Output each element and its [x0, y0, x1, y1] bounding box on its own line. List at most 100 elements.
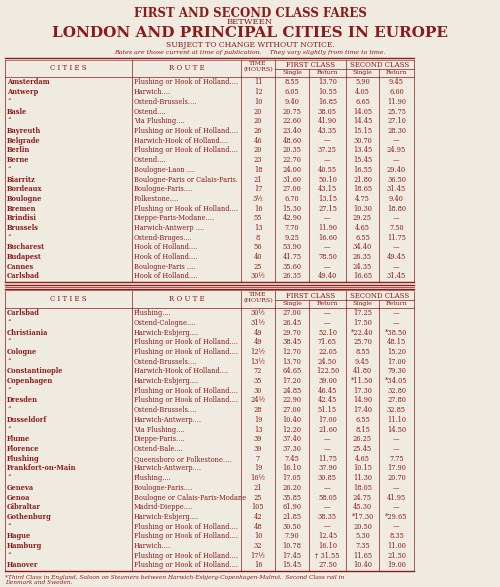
Text: Brindisi: Brindisi [7, 214, 37, 222]
Text: 16.10: 16.10 [318, 542, 337, 550]
Text: 37.25: 37.25 [318, 146, 337, 154]
Text: Via Flushing....: Via Flushing.... [134, 117, 184, 125]
Text: “: “ [7, 234, 10, 242]
Text: 18.80: 18.80 [387, 205, 406, 212]
Text: 11.65: 11.65 [353, 552, 372, 559]
Text: Via Flushing....: Via Flushing.... [134, 426, 184, 434]
Text: 9.40: 9.40 [389, 195, 404, 203]
Text: 15.30: 15.30 [282, 205, 302, 212]
Text: 27.00: 27.00 [282, 309, 302, 317]
Text: Flushing or Hook of Holland....: Flushing or Hook of Holland.... [134, 561, 238, 569]
Text: 25.75: 25.75 [387, 107, 406, 116]
Text: 24.75: 24.75 [353, 494, 372, 501]
Text: 22.70: 22.70 [282, 156, 302, 164]
Text: 22.05: 22.05 [318, 348, 337, 356]
Text: “: “ [7, 552, 10, 559]
Text: Amsterdam: Amsterdam [7, 79, 50, 86]
Text: 24.00: 24.00 [282, 166, 302, 174]
Text: TIME
(HOURS): TIME (HOURS) [243, 61, 273, 72]
Text: —: — [324, 137, 331, 145]
Text: 26.25: 26.25 [353, 436, 372, 443]
Text: FIRST CLASS: FIRST CLASS [286, 61, 335, 69]
Text: 46: 46 [254, 137, 262, 145]
Text: 13: 13 [254, 224, 262, 232]
Text: 79.30: 79.30 [387, 367, 406, 376]
Text: 5.90: 5.90 [355, 79, 370, 86]
Text: † 31.55: † 31.55 [316, 552, 340, 559]
Text: 39: 39 [254, 445, 262, 453]
Text: Belgrade: Belgrade [7, 137, 40, 145]
Text: 9.25: 9.25 [284, 234, 300, 242]
Text: Hook of Holland....: Hook of Holland.... [134, 253, 198, 261]
Text: 11.00: 11.00 [387, 542, 406, 550]
Text: —: — [324, 263, 331, 271]
Text: 49: 49 [254, 338, 262, 346]
Text: —: — [324, 436, 331, 443]
Text: 6.65: 6.65 [355, 98, 370, 106]
Text: 14.45: 14.45 [353, 117, 372, 125]
Text: 4.05: 4.05 [355, 88, 370, 96]
Text: FIRST CLASS: FIRST CLASS [286, 292, 335, 300]
Text: 16.85: 16.85 [318, 98, 337, 106]
Text: *38.50: *38.50 [386, 329, 407, 336]
Text: 42.45: 42.45 [318, 396, 337, 404]
Text: Hague: Hague [7, 532, 31, 540]
Text: 11: 11 [254, 79, 262, 86]
Text: Rates are those current at time of publication.    They vary slightly from time : Rates are those current at time of publi… [114, 50, 386, 55]
Text: —: — [393, 263, 400, 271]
Text: 16.55: 16.55 [353, 166, 372, 174]
Text: 15.15: 15.15 [353, 127, 372, 135]
Text: *17.30: *17.30 [352, 513, 374, 521]
Text: 14.05: 14.05 [353, 107, 372, 116]
Text: “: “ [7, 474, 10, 482]
Text: 15.45: 15.45 [282, 561, 302, 569]
Text: —: — [393, 484, 400, 492]
Text: 56: 56 [254, 244, 262, 251]
Text: Frankfort-on-Main: Frankfort-on-Main [7, 464, 76, 473]
Text: Geneva: Geneva [7, 484, 34, 492]
Text: Flushing: Flushing [7, 455, 40, 463]
Text: 12.45: 12.45 [318, 532, 337, 540]
Text: 32.80: 32.80 [387, 387, 406, 395]
Text: Dusseldorf: Dusseldorf [7, 416, 47, 424]
Text: 7.50: 7.50 [389, 224, 404, 232]
Text: —: — [324, 214, 331, 222]
Text: 24.50: 24.50 [318, 357, 337, 366]
Text: 41.75: 41.75 [282, 253, 302, 261]
Text: 23.40: 23.40 [282, 127, 302, 135]
Text: Ostend-Bruges....: Ostend-Bruges.... [134, 234, 193, 242]
Text: 50.10: 50.10 [318, 176, 337, 184]
Text: 32.85: 32.85 [387, 406, 406, 414]
Text: 38.45: 38.45 [282, 338, 302, 346]
Text: 31.45: 31.45 [387, 272, 406, 281]
Text: Hamburg: Hamburg [7, 542, 42, 550]
Text: 38.35: 38.35 [318, 513, 337, 521]
Text: —: — [393, 309, 400, 317]
Text: 41.90: 41.90 [318, 117, 337, 125]
Text: 17: 17 [254, 185, 262, 193]
Text: 25: 25 [254, 263, 262, 271]
Text: 10.78: 10.78 [282, 542, 302, 550]
Text: Flushing or Hook of Holland....: Flushing or Hook of Holland.... [134, 348, 238, 356]
Text: 20.70: 20.70 [387, 474, 406, 482]
Text: 4.65: 4.65 [355, 455, 370, 463]
Text: Ostend-Cologne....: Ostend-Cologne.... [134, 319, 196, 327]
Text: Cologne: Cologne [7, 348, 37, 356]
Text: 8.15: 8.15 [355, 426, 370, 434]
Text: Harwich-Hook of Holland....: Harwich-Hook of Holland.... [134, 137, 228, 145]
Text: 52.10: 52.10 [318, 329, 337, 336]
Text: 10.40: 10.40 [282, 416, 302, 424]
Text: Budapest: Budapest [7, 253, 42, 261]
Text: 17.20: 17.20 [282, 377, 302, 385]
Text: 48: 48 [254, 522, 262, 531]
Text: 20.50: 20.50 [353, 522, 372, 531]
Text: Return: Return [386, 70, 407, 75]
Text: 17.50: 17.50 [353, 319, 372, 327]
Text: —: — [324, 319, 331, 327]
Text: 42.90: 42.90 [282, 214, 302, 222]
Text: 10.40: 10.40 [353, 561, 372, 569]
Text: 25.70: 25.70 [353, 338, 372, 346]
Text: 37.90: 37.90 [318, 464, 337, 473]
Text: 11.30: 11.30 [353, 474, 372, 482]
Text: “: “ [7, 338, 10, 346]
